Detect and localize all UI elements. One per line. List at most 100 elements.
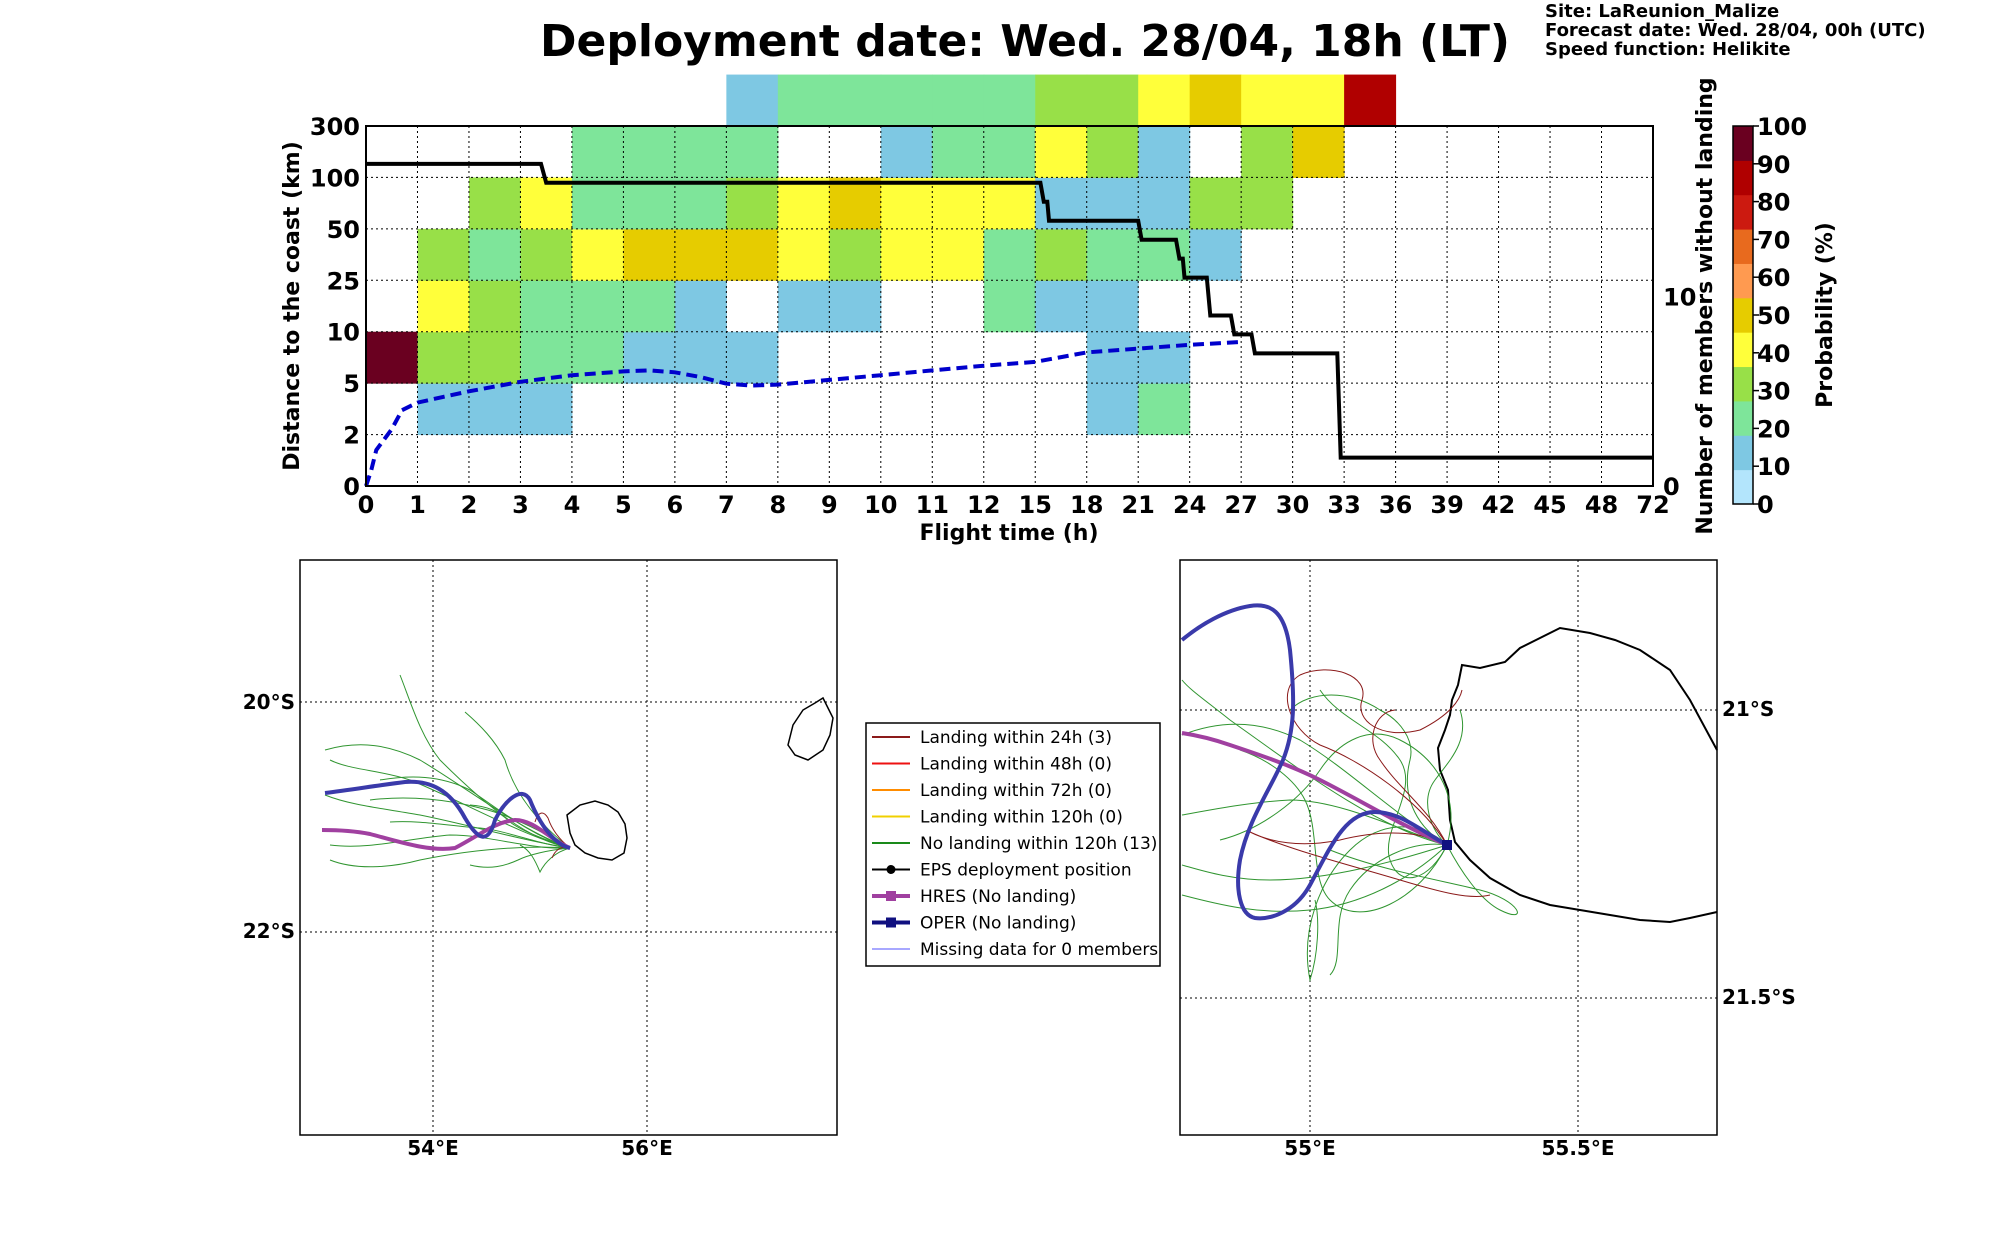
heatmap-cell	[726, 74, 779, 127]
heatmap-cell	[829, 280, 882, 333]
colorbar-tick-label: 70	[1757, 226, 1790, 254]
coastline-reunion	[566, 800, 628, 861]
y-tick-label: 5	[343, 370, 360, 398]
heatmap-cell	[829, 74, 882, 127]
y-tick-label: 50	[327, 216, 360, 244]
heatmap-cell	[880, 126, 933, 178]
longitude-tick-label: 56°E	[621, 1136, 673, 1160]
heatmap-cell	[674, 331, 727, 384]
latitude-tick-label: 20°S	[243, 690, 295, 714]
heatmap-cell	[1292, 126, 1345, 178]
x-tick-label: 12	[967, 491, 1000, 519]
colorbar-tick-label: 0	[1757, 491, 1774, 519]
heatmap-cell	[417, 383, 470, 436]
x-tick-label: 3	[512, 491, 529, 519]
heatmap-cell	[1086, 126, 1139, 178]
x-tick-label: 0	[358, 491, 375, 519]
heatmap-cell	[1035, 126, 1088, 178]
heatmap-cell	[1138, 331, 1191, 384]
map-zoom-hres-track	[1181, 731, 1448, 847]
y-tick-label: 0	[343, 473, 360, 501]
y-axis-label: Distance to the coast (km)	[280, 141, 305, 471]
colorbar-tick-label: 50	[1757, 302, 1790, 330]
y-tick-label: 300	[310, 113, 360, 141]
heatmap-cell	[1035, 280, 1088, 333]
x-tick-label: 24	[1173, 491, 1206, 519]
heatmap-cell	[1189, 74, 1242, 127]
legend: Landing within 24h (3) Landing within 48h…	[865, 722, 1161, 967]
heatmap-cell	[983, 74, 1036, 127]
page-title: Deployment date: Wed. 28/04, 18h (LT)	[540, 16, 1510, 67]
heatmap-cell	[880, 74, 933, 127]
map-zoom-gridlines	[1180, 560, 1717, 1135]
heatmap-cell	[571, 228, 624, 281]
legend-label: No landing within 120h (13)	[920, 834, 1157, 854]
x-tick-label: 2	[461, 491, 478, 519]
heatmap-cell	[983, 280, 1036, 333]
heatmap-cell	[726, 177, 779, 230]
heatmap-cell	[674, 280, 727, 333]
colorbar-cell	[1733, 332, 1753, 368]
x-tick-label: 10	[864, 491, 897, 519]
colorbar-cell	[1733, 126, 1753, 161]
heatmap-cell	[777, 280, 830, 333]
legend-frame	[865, 722, 1161, 967]
colorbar-cell	[1733, 297, 1753, 333]
heatmap-cell	[571, 177, 624, 230]
x-tick-label: 42	[1482, 491, 1515, 519]
colorbar-tick-label: 30	[1757, 378, 1790, 406]
heatmap-cell	[932, 228, 985, 281]
heatmap-cell	[1138, 74, 1191, 127]
heatmap-cell	[1138, 126, 1191, 178]
heatmap-cell	[571, 331, 624, 384]
heatmap-cell	[1241, 177, 1294, 230]
legend-item: HRES (No landing)	[872, 887, 1076, 907]
heatmap-cells	[366, 74, 1397, 436]
heatmap-cell	[983, 228, 1036, 281]
heatmap-cell	[880, 177, 933, 230]
legend-marker	[886, 917, 896, 928]
heatmap-cell	[777, 74, 830, 127]
colorbar-cell	[1733, 366, 1753, 402]
legend-item: No landing within 120h (13)	[872, 834, 1157, 854]
heatmap-cell	[571, 126, 624, 178]
colorbar-cell	[1733, 229, 1753, 264]
heatmap-cell	[1086, 228, 1139, 281]
y-tick-label: 25	[327, 267, 360, 295]
oper-deployment-marker	[1442, 840, 1452, 850]
heatmap-cell	[777, 177, 830, 230]
legend-item: OPER (No landing)	[872, 914, 1076, 934]
heatmap-cell	[674, 126, 727, 178]
heatmap-chart: 0 1 2 3 4 5 6 7 8 9 10 11 12 15 18 21 24 27 30 33 36 39 42 45 48…	[280, 74, 1718, 546]
heatmap-cell	[1189, 228, 1242, 281]
heatmap-cell	[468, 331, 521, 384]
heatmap-cell	[468, 177, 521, 230]
colorbar-tick-labels: 0 10 20 30 40 50 60 70 80 90 100	[1753, 113, 1807, 519]
heatmap-cell	[1241, 126, 1294, 178]
x-tick-label: 39	[1430, 491, 1463, 519]
heatmap-cell	[1035, 74, 1088, 127]
map-zoom: 55°E 55.5°E 21°S 21.5°S	[1179, 559, 1796, 1160]
colorbar-cell	[1733, 469, 1753, 505]
heatmap-grid	[366, 126, 1653, 486]
x-axis-label: Flight time (h)	[919, 521, 1098, 546]
speed-function-label: Speed function: Helikite	[1545, 39, 1791, 60]
mean-distance-line	[364, 340, 1242, 487]
heatmap-cell	[1138, 228, 1191, 281]
x-tick-label: 7	[718, 491, 735, 519]
colorbar-tick-label: 40	[1757, 340, 1790, 368]
x-tick-label: 27	[1224, 491, 1257, 519]
heatmap-cell	[1086, 280, 1139, 333]
y2-axis-label: Number of members without landing	[1693, 77, 1718, 534]
colorbar-tick-label: 20	[1757, 415, 1790, 443]
y2-tick-label: 10	[1663, 284, 1696, 312]
heatmap-cell	[726, 228, 779, 281]
heatmap-cell	[520, 280, 573, 333]
heatmap-cell	[1086, 383, 1139, 436]
heatmap-cell	[468, 228, 521, 281]
colorbar-cell	[1733, 160, 1753, 196]
legend-marker	[886, 891, 896, 901]
legend-label: EPS deployment position	[920, 861, 1132, 881]
legend-label: HRES (No landing)	[920, 887, 1076, 907]
